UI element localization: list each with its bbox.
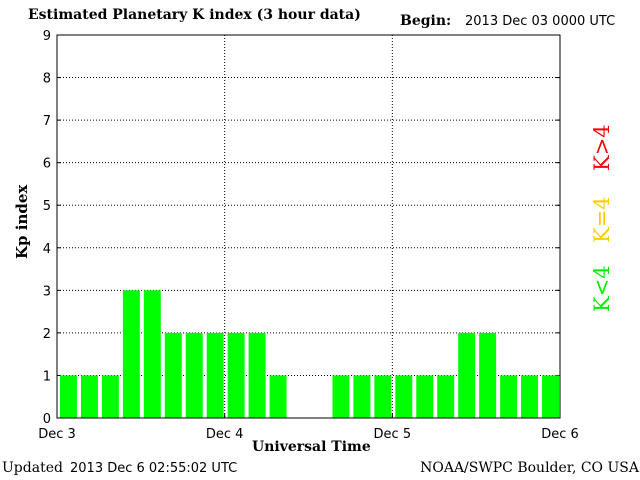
x-tick-label: Dec 3: [38, 427, 76, 442]
kp-bar: [479, 332, 497, 418]
kp-bar: [542, 375, 559, 418]
kp-bar: [353, 375, 371, 418]
y-tick-label: 5: [43, 199, 51, 214]
kp-bar: [185, 332, 203, 418]
kp-bar: [164, 332, 182, 418]
y-tick-label: 6: [43, 157, 51, 172]
kp-bar: [122, 290, 140, 418]
y-tick-label: 7: [43, 114, 51, 129]
kp-bar: [437, 375, 455, 418]
kp-bar: [206, 332, 224, 418]
y-tick-label: 3: [43, 284, 51, 299]
kp-bar: [248, 332, 266, 418]
y-tick-label: 1: [43, 369, 51, 384]
kp-bar: [332, 375, 350, 418]
y-tick-label: 4: [43, 242, 51, 257]
y-tick-label: 0: [43, 412, 51, 427]
kp-bar: [60, 375, 77, 418]
kp-bar: [521, 375, 539, 418]
begin-value: 2013 Dec 03 0000 UTC: [465, 14, 616, 29]
kp-bar: [374, 375, 392, 418]
kp-bar: [101, 375, 119, 418]
x-tick-label: Dec 6: [541, 427, 579, 442]
y-tick-label: 8: [43, 72, 51, 87]
y-tick-label: 9: [43, 29, 51, 44]
credit-text: NOAA/SWPC Boulder, CO USA: [420, 460, 639, 476]
kp-bar: [395, 375, 413, 418]
chart-title: Estimated Planetary K index (3 hour data…: [28, 7, 361, 23]
updated-value: 2013 Dec 6 02:55:02 UTC: [70, 461, 238, 476]
kp-bar: [227, 332, 245, 418]
kp-bar: [458, 332, 476, 418]
x-axis-label: Universal Time: [252, 439, 371, 455]
kp-bar: [416, 375, 434, 418]
kp-bar: [80, 375, 98, 418]
kp-bar: [500, 375, 518, 418]
x-tick-label: Dec 5: [374, 427, 412, 442]
updated-label: Updated: [2, 460, 63, 476]
plot-frame: [56, 34, 561, 419]
kp-bar: [269, 375, 287, 418]
begin-label: Begin:: [400, 13, 452, 29]
x-tick-label: Dec 4: [206, 427, 244, 442]
kp-bar: [143, 290, 161, 418]
y-tick-label: 2: [43, 327, 51, 342]
